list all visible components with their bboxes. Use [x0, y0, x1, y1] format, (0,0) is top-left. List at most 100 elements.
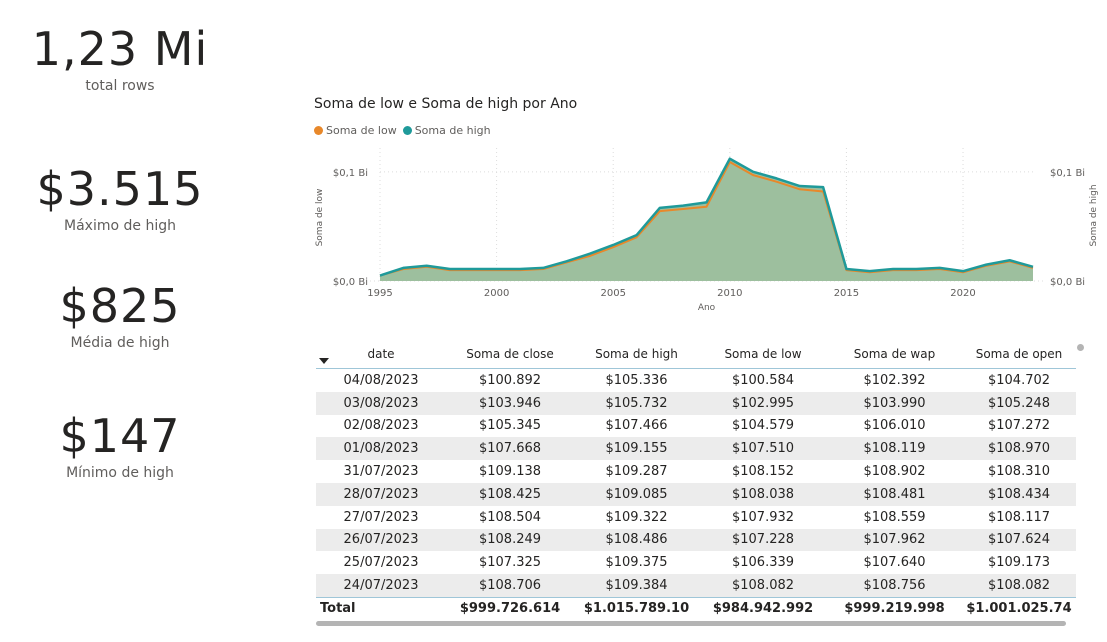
table-body: 04/08/2023 $100.892 $105.336 $100.584 $102.3… — [316, 369, 1076, 597]
table-cell: $107.510 — [731, 441, 795, 457]
table-cell: 26/07/2023 — [343, 532, 419, 548]
table-cell: 02/08/2023 — [343, 418, 419, 434]
table-cell: 24/07/2023 — [343, 578, 419, 594]
table-cell: $105.248 — [987, 395, 1051, 411]
table-cell: 01/08/2023 — [343, 441, 419, 457]
col-header-low[interactable]: Soma de low — [724, 347, 802, 361]
col-header-close[interactable]: Soma de close — [466, 347, 554, 361]
table-cell: $108.082 — [731, 578, 795, 594]
vertical-scrollbar[interactable] — [1077, 344, 1084, 351]
y-tick-label-right: $0,1 Bi — [1050, 168, 1085, 179]
table-cell: $104.702 — [987, 372, 1051, 388]
table-cell: $107.624 — [987, 532, 1051, 548]
table-cell: $103.946 — [478, 395, 542, 411]
card-label: total rows — [85, 78, 155, 94]
table-cell: 31/07/2023 — [343, 464, 419, 480]
total-high: $1.015.789.10 — [583, 601, 690, 617]
table-cell: $108.559 — [863, 509, 926, 525]
sort-desc-icon[interactable] — [319, 358, 329, 364]
card-value: $3.515 — [36, 162, 204, 216]
legend-item-low[interactable]: Soma de low — [314, 124, 397, 137]
table-cell: $108.481 — [863, 486, 926, 502]
table-cell: $107.962 — [863, 532, 926, 548]
table-cell: $108.434 — [987, 486, 1051, 502]
card-min-high[interactable]: $147 Mínimo de high — [0, 413, 240, 481]
table-cell: $108.038 — [731, 486, 795, 502]
table-row[interactable]: 28/07/2023 $108.425 $109.085 $108.038 $108.4… — [316, 482, 1076, 506]
table-cell: $109.155 — [605, 441, 668, 457]
total-wap: $999.219.998 — [844, 601, 945, 617]
y-tick-label: $0,0 Bi — [333, 277, 368, 288]
table-cell: $109.287 — [605, 464, 668, 480]
y-tick-label-right: $0,0 Bi — [1050, 277, 1085, 288]
table-cell: $109.085 — [605, 486, 668, 502]
table-row[interactable]: 26/07/2023 $108.249 $108.486 $107.228 $107.9… — [316, 528, 1076, 552]
card-label: Máximo de high — [64, 218, 176, 234]
table-cell: $108.970 — [987, 441, 1051, 457]
table-cell: $105.336 — [605, 372, 668, 388]
card-label: Mínimo de high — [66, 465, 174, 481]
table-cell: $107.228 — [731, 532, 795, 548]
total-close: $999.726.614 — [459, 601, 561, 617]
table-cell: $108.119 — [863, 441, 926, 457]
legend-item-high[interactable]: Soma de high — [402, 124, 491, 137]
table-row[interactable]: 31/07/2023 $109.138 $109.287 $108.152 $108.9… — [316, 460, 1076, 483]
col-header-date[interactable]: date — [367, 347, 395, 361]
y-axis-title-right: Soma de high — [1089, 184, 1099, 246]
table-cell: $108.249 — [478, 532, 542, 548]
table-cell: $108.425 — [478, 486, 542, 502]
table-cell: $108.756 — [863, 578, 926, 594]
x-axis-title: Ano — [698, 303, 716, 313]
table-row[interactable]: 04/08/2023 $100.892 $105.336 $100.584 $102.3… — [316, 369, 1076, 392]
horizontal-scrollbar[interactable] — [316, 621, 1066, 626]
table-row[interactable]: 24/07/2023 $108.706 $109.384 $108.082 $108.7… — [316, 574, 1076, 597]
x-tick-label: 1995 — [367, 288, 392, 299]
chart-title: Soma de low e Soma de high por Ano — [314, 96, 578, 112]
table-cell: $107.932 — [731, 509, 795, 525]
table-cell: $108.117 — [987, 509, 1051, 525]
legend-dot-low — [314, 126, 323, 135]
area-fill-high — [380, 158, 1033, 281]
y-axis-title: Soma de low — [315, 189, 325, 247]
table-row[interactable]: 01/08/2023 $107.668 $109.155 $107.510 $108.1… — [316, 437, 1076, 461]
card-value: 1,23 Mi — [31, 22, 209, 76]
table-cell: $107.325 — [478, 555, 542, 571]
table-cell: 25/07/2023 — [343, 555, 419, 571]
col-header-wap[interactable]: Soma de wap — [853, 347, 936, 361]
total-label: Total — [320, 601, 356, 617]
legend-label-low: Soma de low — [326, 124, 397, 137]
chart-legend: Soma de low Soma de high — [314, 124, 491, 137]
table-cell: $104.579 — [731, 418, 795, 434]
table-row[interactable]: 25/07/2023 $107.325 $109.375 $106.339 $107.6… — [316, 551, 1076, 574]
table-cell: 04/08/2023 — [343, 372, 419, 388]
table-cell: $108.152 — [731, 464, 795, 480]
y-tick-label: $0,1 Bi — [333, 168, 368, 179]
table-cell: $107.668 — [478, 441, 542, 457]
area-chart[interactable]: 1995 2000 2005 2010 2015 2020 $0,1 Bi $0,0 Bi $0… — [0, 0, 1107, 330]
table-row[interactable]: 03/08/2023 $103.946 $105.732 $102.995 $103.9… — [316, 391, 1076, 415]
legend-label-high: Soma de high — [414, 124, 491, 137]
card-value: $825 — [59, 279, 181, 333]
card-max-high[interactable]: $3.515 Máximo de high — [0, 166, 240, 234]
table-row[interactable]: 27/07/2023 $108.504 $109.322 $107.932 $108.5… — [316, 506, 1076, 529]
table-total-row: Total $999.726.614 $1.015.789.10 $984.94… — [316, 596, 1076, 620]
card-mean-high[interactable]: $825 Média de high — [0, 283, 240, 351]
table-cell: 03/08/2023 — [343, 395, 419, 411]
table-cell: $107.640 — [863, 555, 926, 571]
table-cell: $109.173 — [987, 555, 1051, 571]
table-cell: $106.339 — [731, 555, 795, 571]
table-cell: $108.504 — [478, 509, 542, 525]
table-cell: $102.995 — [731, 395, 795, 411]
table-cell: $102.392 — [863, 372, 926, 388]
legend-dot-high — [402, 126, 412, 135]
col-header-open[interactable]: Soma de open — [975, 347, 1063, 361]
table-header: date Soma de close Soma de high Soma de … — [316, 340, 1076, 369]
x-tick-label: 2015 — [834, 288, 859, 299]
table-row[interactable]: 02/08/2023 $105.345 $107.466 $104.579 $106.0… — [316, 415, 1076, 438]
table-cell: $105.345 — [478, 418, 542, 434]
card-total-rows[interactable]: 1,23 Mi total rows — [0, 26, 240, 94]
table-cell: $109.375 — [605, 555, 668, 571]
total-open: $1.001.025.74 — [966, 601, 1072, 617]
table-cell: 28/07/2023 — [343, 486, 419, 502]
col-header-high[interactable]: Soma de high — [595, 347, 678, 361]
